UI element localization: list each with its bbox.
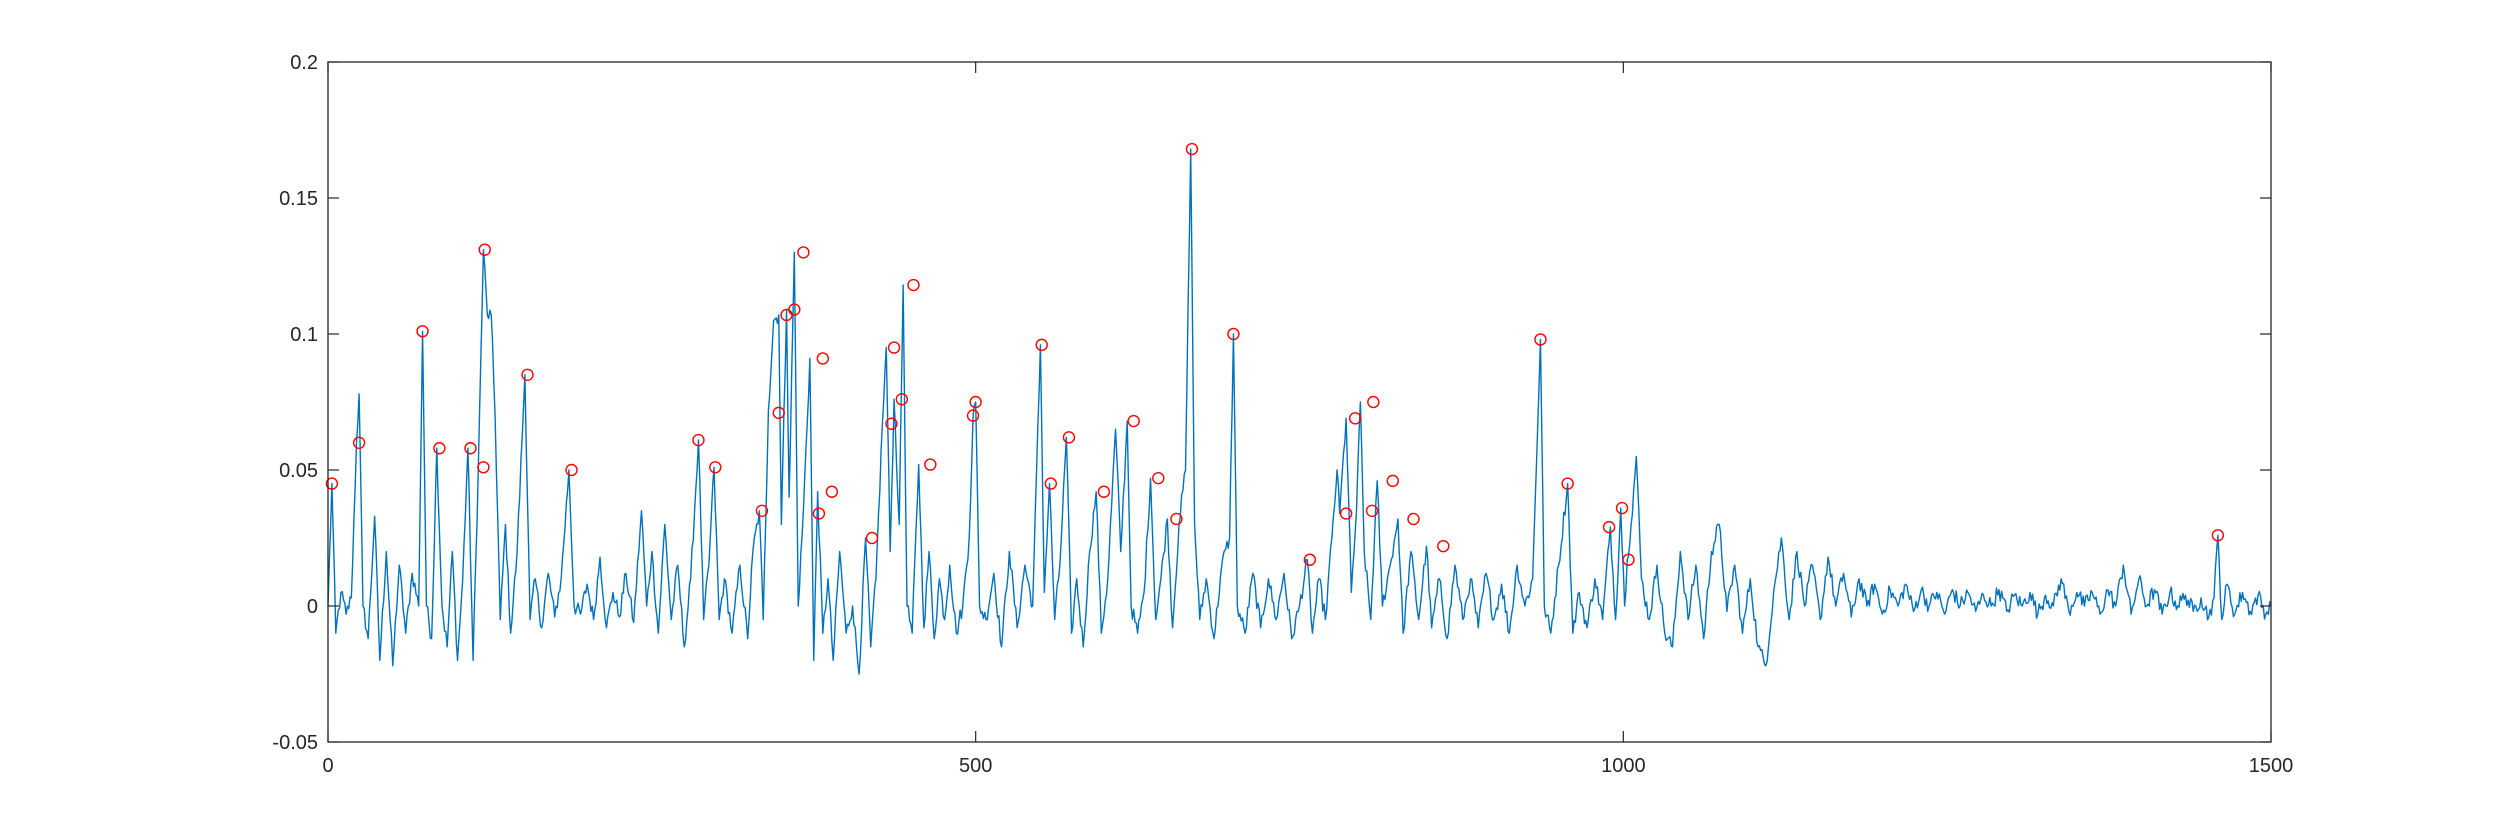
peak-marker — [895, 393, 909, 406]
peak-marker — [1348, 412, 1362, 425]
peak-marker — [1062, 431, 1076, 444]
x-tick-label: 1000 — [1601, 755, 1646, 777]
peak-marker — [966, 409, 980, 422]
peak-marker — [1561, 477, 1574, 490]
peak-marker — [709, 461, 722, 474]
peak-marker — [521, 368, 534, 381]
peak-marker — [924, 458, 937, 471]
peak-marker — [816, 352, 830, 365]
peak-marker — [1365, 504, 1379, 517]
axes-box — [327, 61, 2272, 743]
peak-markers — [325, 142, 2225, 566]
peak-marker — [478, 243, 491, 256]
peak-marker — [797, 246, 810, 259]
peak-marker — [1339, 507, 1353, 520]
peak-marker — [416, 325, 429, 338]
x-tick-label: 500 — [959, 755, 992, 777]
peak-marker — [1170, 512, 1183, 526]
peak-marker — [1602, 520, 1616, 534]
peak-marker — [1407, 512, 1420, 526]
signal-layer — [327, 148, 2272, 675]
peak-marker — [325, 477, 339, 490]
y-tick-label: 0.1 — [290, 324, 318, 346]
y-tick-label: 0 — [307, 596, 318, 618]
y-tick-label: -0.05 — [272, 732, 318, 754]
peak-marker — [969, 395, 982, 409]
x-tick-label: 1500 — [2249, 755, 2294, 777]
peak-marker — [1386, 474, 1399, 488]
peak-marker — [1127, 414, 1140, 428]
y-tick-label: 0.05 — [279, 460, 318, 482]
peak-marker — [887, 341, 901, 354]
peak-marker — [433, 442, 446, 455]
peak-marker — [812, 507, 826, 520]
peak-marker — [1303, 553, 1317, 566]
y-tick-label: 0.15 — [279, 188, 318, 210]
peak-marker — [1615, 501, 1629, 515]
peak-marker — [464, 442, 477, 455]
peak-marker — [1622, 553, 1635, 566]
peak-marker — [1097, 485, 1111, 498]
x-tick-label: 0 — [322, 755, 333, 777]
peak-marker — [1367, 395, 1380, 409]
peak-marker — [352, 436, 366, 449]
peak-marker — [1227, 327, 1240, 341]
peak-marker — [772, 406, 785, 420]
peak-marker — [1152, 471, 1165, 485]
peak-marker — [1534, 333, 1547, 346]
signal-series-line — [327, 148, 2272, 675]
peak-marker — [1044, 477, 1057, 490]
peak-marker — [2211, 529, 2225, 542]
peak-marker — [885, 417, 898, 430]
peak-marker — [1185, 142, 1199, 156]
peak-marker — [865, 531, 879, 545]
peak-marker — [755, 504, 769, 517]
peak-marker — [1035, 338, 1048, 352]
peak-marker — [477, 461, 490, 474]
peak-marker — [692, 433, 705, 447]
peak-marker — [788, 303, 801, 316]
peak-marker — [1437, 539, 1450, 553]
peak-marker — [825, 485, 839, 498]
y-tick-label: 0.2 — [290, 52, 318, 74]
peak-marker — [565, 463, 578, 477]
peak-marker — [907, 278, 920, 292]
